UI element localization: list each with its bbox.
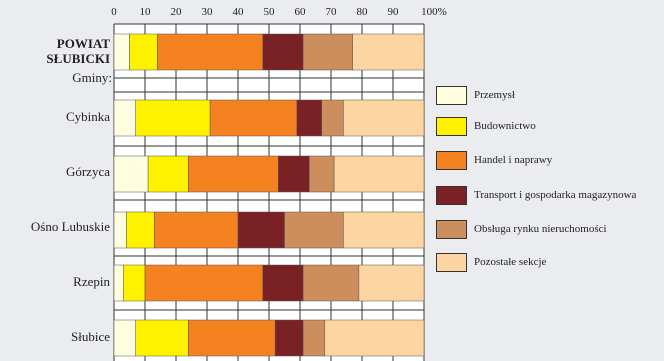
category-label-line: Rzepin (73, 274, 110, 289)
bar-segment (135, 319, 189, 357)
bar-segment (129, 33, 158, 71)
bar-segment (123, 264, 146, 302)
bar-segment (302, 264, 360, 302)
group-header-label: Gminy: (72, 70, 112, 85)
category-label-line: Ośno Lubuskie (30, 219, 110, 234)
category-label: Rzepin (73, 274, 110, 289)
bar-segment (113, 211, 127, 249)
bar-segment (302, 319, 326, 357)
category-label: POWIAT SŁUBICKI (46, 36, 110, 66)
category-label-line: Górzyca (65, 164, 110, 179)
bar-segment (343, 211, 425, 249)
x-tick-label: 20 (170, 6, 182, 18)
bar-segment (309, 155, 335, 193)
bar-segment (154, 211, 239, 249)
category-label: Słubice (71, 329, 110, 344)
legend-item: Budownictwo (436, 117, 664, 139)
bar-segment (135, 99, 211, 137)
legend-item: Pozostałe sekcje (436, 253, 664, 275)
category-label: Górzyca (66, 164, 110, 179)
category-label-line: Słubice (71, 329, 110, 344)
bar-segment (113, 99, 136, 137)
legend-label: Obsługa rynku nieruchomości (474, 223, 607, 235)
bar-segment (262, 264, 304, 302)
legend-swatch (436, 86, 467, 105)
legend-item: Przemysł (436, 86, 664, 108)
x-tick-label: 50 (263, 6, 275, 18)
bar-segment (113, 33, 130, 71)
bar-segment (284, 211, 344, 249)
legend-label: Handel i naprawy (474, 154, 553, 166)
x-tick-label: 70 (325, 6, 337, 18)
category-label-line: SŁUBICKI (46, 51, 110, 66)
category-label-line: POWIAT (56, 36, 110, 51)
category-label-line: Cybinka (65, 109, 110, 124)
bar-segment (113, 319, 136, 357)
x-tick-label: 80 (356, 6, 368, 18)
bar-segment (113, 264, 124, 302)
legend-label: Pozostałe sekcje (474, 256, 547, 268)
category-label: Cybinka (66, 109, 110, 124)
bar-segment (209, 99, 298, 137)
bar-segment (278, 155, 310, 193)
legend-label: Przemysł (474, 89, 515, 101)
bar-segment (358, 264, 425, 302)
legend-swatch (436, 151, 467, 170)
x-tick-label: 10 (139, 6, 151, 18)
bar-segment (157, 33, 264, 71)
legend-swatch (436, 220, 467, 239)
category-label: Ośno Lubuskie (31, 219, 110, 234)
legend-label: Budownictwo (474, 120, 536, 132)
bar-segment (324, 319, 425, 357)
x-tick-label: 100% (421, 6, 447, 18)
bar-segment (113, 155, 149, 193)
bar-segment (126, 211, 155, 249)
bar-segment (352, 33, 425, 71)
legend-label: Transport i gospodarka magazynowa (474, 189, 637, 201)
bar-segment (147, 155, 189, 193)
x-tick-label: 0 (111, 6, 117, 18)
x-tick-label: 40 (232, 6, 244, 18)
legend-swatch (436, 186, 467, 205)
x-tick-label: 90 (387, 6, 399, 18)
legend-item: Obsługa rynku nieruchomości (436, 220, 664, 242)
bar-segment (188, 155, 279, 193)
bar-segment (343, 99, 425, 137)
bar-segment (237, 211, 285, 249)
bar-segment (321, 99, 344, 137)
bar-segment (188, 319, 276, 357)
bar-segment (274, 319, 304, 357)
legend-swatch (436, 117, 467, 136)
legend-item: Handel i naprawy (436, 151, 664, 173)
legend-item: Transport i gospodarka magazynowa (436, 186, 664, 208)
bar-segment (333, 155, 425, 193)
bar-segment (296, 99, 322, 137)
x-tick-label: 30 (201, 6, 213, 18)
legend-swatch (436, 253, 467, 272)
bar-segment (302, 33, 353, 71)
x-tick-label: 60 (294, 6, 306, 18)
bar-segment (262, 33, 304, 71)
bar-segment (144, 264, 264, 302)
